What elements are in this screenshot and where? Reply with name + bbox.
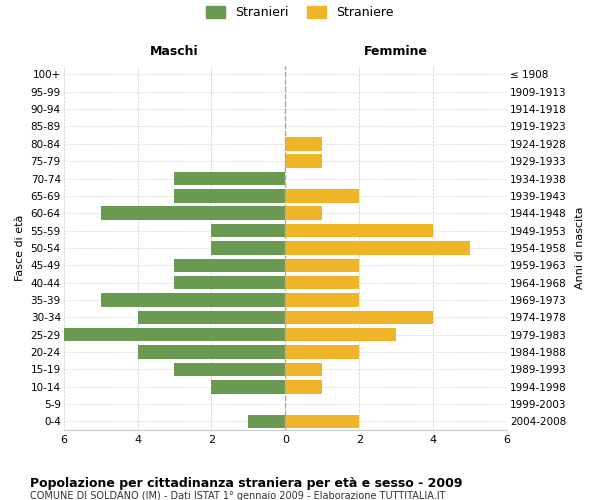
Bar bbox=[175, 258, 286, 272]
Bar bbox=[175, 172, 286, 185]
Bar bbox=[101, 206, 286, 220]
Bar bbox=[286, 224, 433, 237]
Bar bbox=[101, 293, 286, 307]
Bar bbox=[175, 276, 286, 289]
Text: COMUNE DI SOLDANO (IM) - Dati ISTAT 1° gennaio 2009 - Elaborazione TUTTITALIA.IT: COMUNE DI SOLDANO (IM) - Dati ISTAT 1° g… bbox=[30, 491, 445, 500]
Bar bbox=[286, 310, 433, 324]
Bar bbox=[286, 414, 359, 428]
Bar bbox=[286, 137, 322, 150]
Text: Popolazione per cittadinanza straniera per età e sesso - 2009: Popolazione per cittadinanza straniera p… bbox=[30, 478, 463, 490]
Bar bbox=[286, 258, 359, 272]
Y-axis label: Anni di nascita: Anni di nascita bbox=[575, 206, 585, 289]
Bar bbox=[211, 224, 286, 237]
Bar bbox=[286, 276, 359, 289]
Bar bbox=[286, 206, 322, 220]
Bar bbox=[137, 310, 286, 324]
Text: Maschi: Maschi bbox=[150, 46, 199, 59]
Bar bbox=[64, 328, 286, 342]
Bar bbox=[286, 154, 322, 168]
Bar bbox=[175, 362, 286, 376]
Bar bbox=[248, 414, 286, 428]
Bar bbox=[286, 362, 322, 376]
Y-axis label: Fasce di età: Fasce di età bbox=[15, 214, 25, 281]
Bar bbox=[137, 346, 286, 359]
Bar bbox=[211, 241, 286, 254]
Bar bbox=[286, 328, 396, 342]
Text: Femmine: Femmine bbox=[364, 46, 428, 59]
Bar bbox=[286, 380, 322, 394]
Bar bbox=[286, 346, 359, 359]
Bar bbox=[175, 189, 286, 202]
Bar bbox=[286, 189, 359, 202]
Bar bbox=[286, 241, 470, 254]
Bar bbox=[286, 293, 359, 307]
Bar bbox=[211, 380, 286, 394]
Legend: Stranieri, Straniere: Stranieri, Straniere bbox=[206, 6, 394, 19]
